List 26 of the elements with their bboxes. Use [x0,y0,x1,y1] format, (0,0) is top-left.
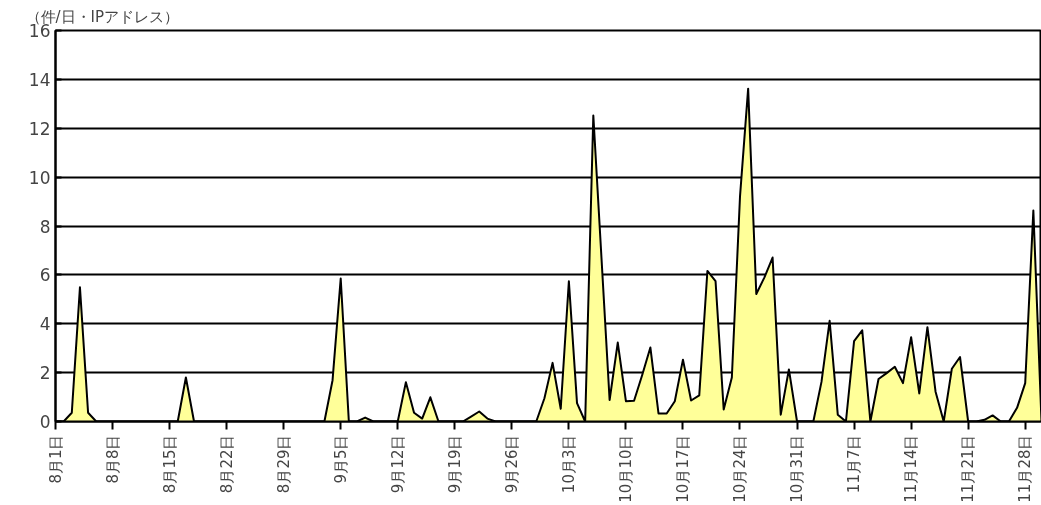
y-tick-label: 12 [28,118,51,139]
y-tick-label: 0 [39,412,51,432]
x-tick-label: 11月7日 [845,434,864,494]
x-tick-label: 10月31日 [788,434,807,503]
x-tick-label: 11月28日 [1016,434,1035,503]
x-tick-label: 9月5日 [331,434,350,484]
y-tick-label: 6 [39,265,51,286]
x-tick-label: 9月26日 [502,434,521,494]
x-tick-label: 9月12日 [388,434,407,494]
x-tick-label: 8月1日 [46,434,65,484]
y-tick-label: 14 [28,69,51,90]
x-tick-label: 9月19日 [445,434,464,494]
x-tick-label: 8月15日 [160,434,179,494]
x-tick-label: 10月17日 [673,434,692,503]
x-tick-label: 8月22日 [217,434,236,494]
x-tick-label: 8月29日 [274,434,293,494]
x-tick-label: 11月14日 [902,434,921,503]
x-tick-label: 10月24日 [731,434,749,503]
x-tick-label: 10月3日 [559,434,578,494]
x-tick-label: 11月21日 [959,434,978,503]
y-tick-label: 8 [39,216,51,237]
y-tick-label: 10 [28,167,51,188]
x-tick-label: 8月8日 [103,434,122,484]
y-tick-label: 2 [39,363,51,384]
y-tick-label: 4 [39,314,51,335]
x-tick-label: 10月10日 [616,434,635,503]
